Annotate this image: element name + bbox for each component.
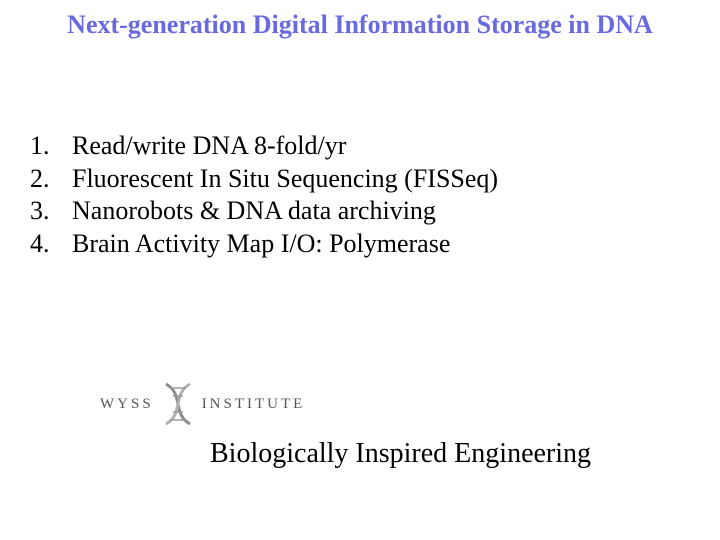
list-number: 2. <box>30 163 72 196</box>
wyss-logo: WYSS INSTITUTE <box>100 382 305 426</box>
logo-text-right: INSTITUTE <box>202 396 306 413</box>
slide: Next-generation Digital Information Stor… <box>0 0 720 540</box>
list-number: 1. <box>30 130 72 163</box>
slide-title: Next-generation Digital Information Stor… <box>0 10 720 40</box>
list-item: 2. Fluorescent In Situ Sequencing (FISSe… <box>30 163 498 196</box>
list-item: 3. Nanorobots & DNA data archiving <box>30 195 498 228</box>
list-text: Nanorobots & DNA data archiving <box>72 195 436 228</box>
dna-helix-icon <box>160 382 196 426</box>
list-number: 3. <box>30 195 72 228</box>
list-item: 4. Brain Activity Map I/O: Polymerase <box>30 228 498 261</box>
list-text: Read/write DNA 8-fold/yr <box>72 130 346 163</box>
list-item: 1. Read/write DNA 8-fold/yr <box>30 130 498 163</box>
list-text: Brain Activity Map I/O: Polymerase <box>72 228 450 261</box>
logo-text-left: WYSS <box>100 396 154 413</box>
list-text: Fluorescent In Situ Sequencing (FISSeq) <box>72 163 498 196</box>
tagline: Biologically Inspired Engineering <box>210 438 591 470</box>
list-number: 4. <box>30 228 72 261</box>
bullet-list: 1. Read/write DNA 8-fold/yr 2. Fluoresce… <box>30 130 498 260</box>
